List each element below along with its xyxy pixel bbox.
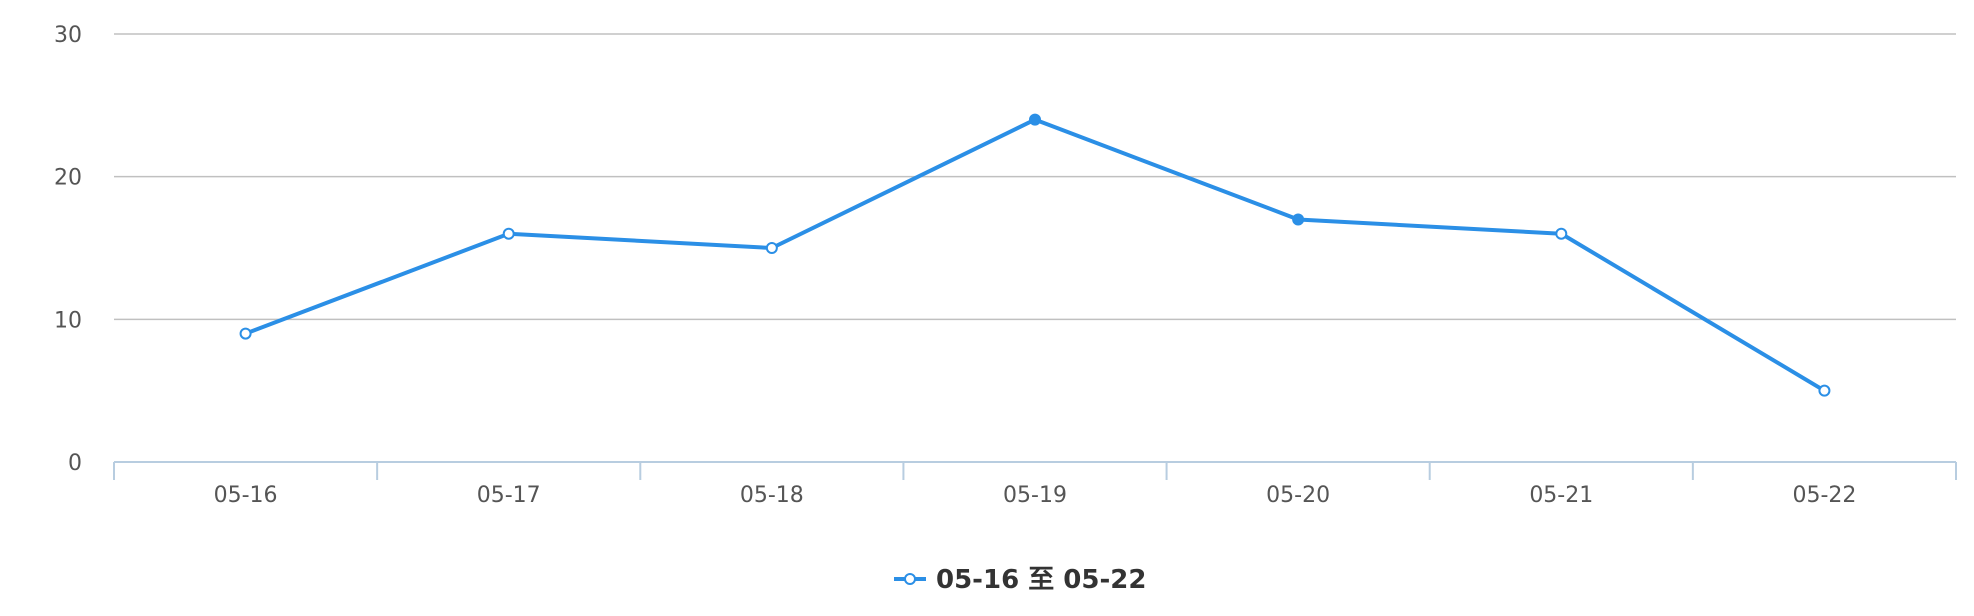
data-point-05-17[interactable]	[502, 227, 515, 240]
y-tick-label-30: 30	[54, 23, 82, 48]
data-point-05-18[interactable]	[765, 242, 778, 254]
x-tick-label-05-19: 05-19	[1003, 483, 1067, 508]
legend-marker-icon	[904, 573, 916, 585]
y-tick-label-10: 10	[54, 308, 82, 333]
data-point-05-19[interactable]	[1029, 113, 1041, 126]
legend[interactable]: 05-16 至 05-22	[894, 565, 1146, 595]
x-tick-label-05-21: 05-21	[1529, 483, 1593, 508]
grid-lines	[114, 33, 1956, 321]
legend-label[interactable]: 05-16 至 05-22	[936, 565, 1146, 595]
data-point-05-21[interactable]	[1555, 227, 1568, 240]
series-layer	[239, 113, 1831, 397]
y-tick-label-20: 20	[54, 166, 82, 191]
y-axis: 0 10 20 30	[54, 23, 82, 476]
data-point-05-22[interactable]	[1818, 384, 1831, 397]
x-axis: 05-16 05-17 05-18 05-19 05-20 05-21 05-22	[113, 461, 1957, 508]
x-tick-label-05-16: 05-16	[214, 483, 278, 508]
data-point-05-16[interactable]	[239, 327, 252, 340]
x-tick-label-05-20: 05-20	[1266, 483, 1330, 508]
series-line-0	[243, 117, 1827, 393]
y-tick-label-0: 0	[68, 451, 82, 476]
data-point-05-20[interactable]	[1292, 213, 1305, 226]
x-tick-label-05-22: 05-22	[1792, 483, 1856, 508]
x-tick-label-05-17: 05-17	[477, 483, 541, 508]
x-tick-label-05-18: 05-18	[740, 483, 804, 508]
